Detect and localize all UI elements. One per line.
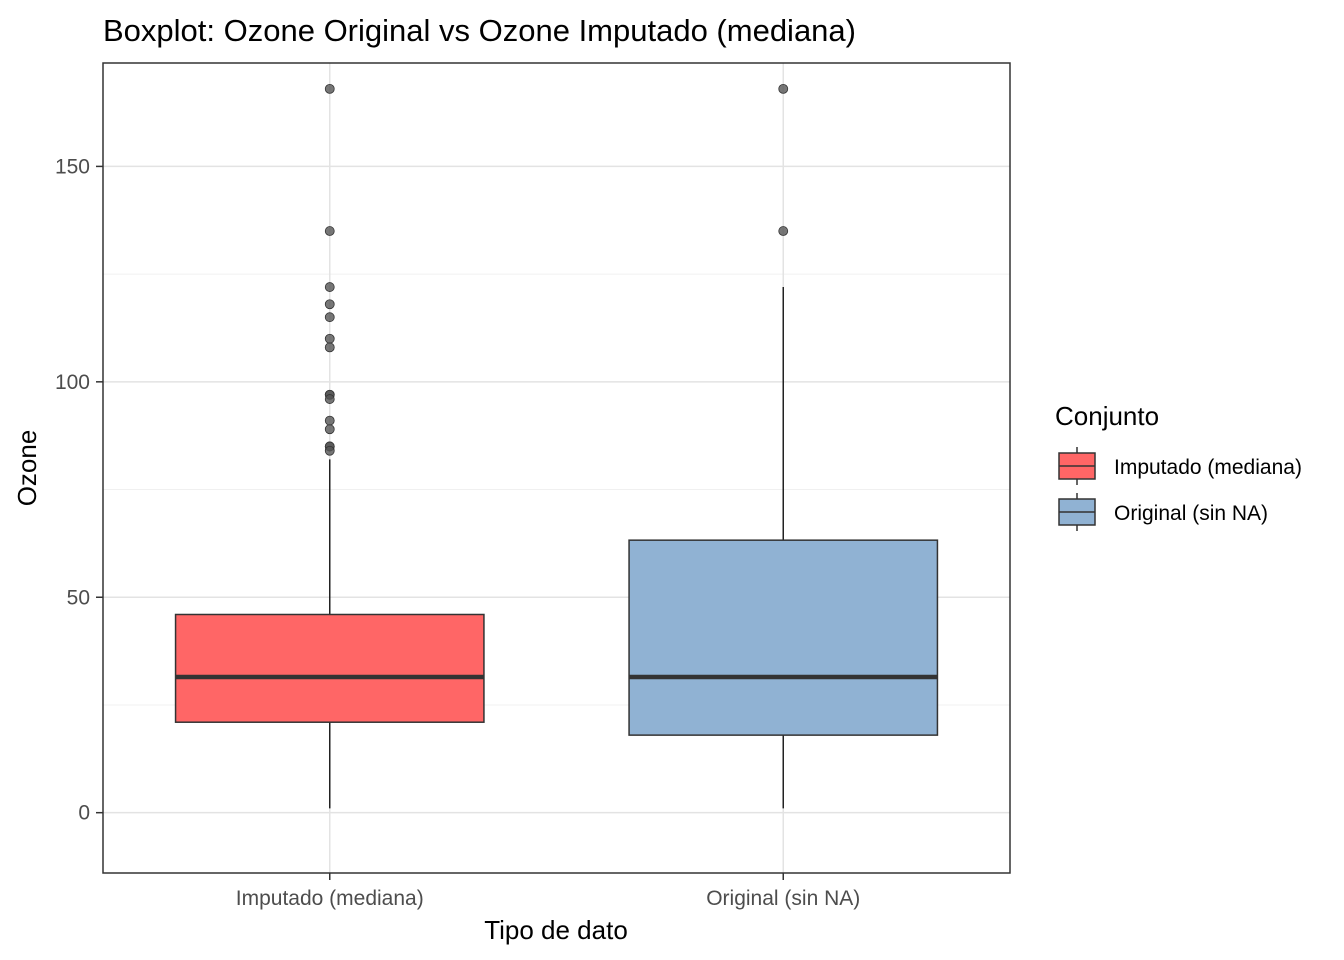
x-axis-title: Tipo de dato xyxy=(484,915,628,945)
chart-title: Boxplot: Ozone Original vs Ozone Imputad… xyxy=(103,13,856,48)
x-tick-label: Original (sin NA) xyxy=(706,887,860,910)
outlier-point xyxy=(324,424,335,435)
box-group xyxy=(628,83,939,809)
plot-panel-border xyxy=(102,62,1011,874)
legend: Conjunto Imputado (mediana) Original (sin… xyxy=(1055,401,1302,531)
outlier-point xyxy=(324,226,335,236)
legend-item: Original (sin NA) xyxy=(1058,493,1268,531)
outlier-point xyxy=(324,342,335,353)
y-tick-label: 0 xyxy=(78,802,90,825)
outlier-point xyxy=(324,445,335,456)
box-group xyxy=(174,83,485,809)
outlier-point xyxy=(324,312,335,323)
legend-label: Imputado (mediana) xyxy=(1114,456,1302,479)
y-tick-label: 150 xyxy=(55,155,90,178)
legend-label: Original (sin NA) xyxy=(1114,502,1268,525)
y-axis-title: Ozone xyxy=(12,430,42,507)
outlier-point xyxy=(778,226,789,236)
box-iqr xyxy=(174,613,485,723)
box-iqr xyxy=(628,539,939,736)
grid-lines xyxy=(103,63,1010,873)
outlier-point xyxy=(324,333,335,344)
outlier-point xyxy=(324,299,335,310)
outlier-point xyxy=(324,415,335,426)
y-tick-label: 100 xyxy=(55,371,90,394)
outlier-point xyxy=(324,83,335,94)
axis-layer: 0 50 100 150 Imputado (mediana) Original (sin… xyxy=(55,155,860,910)
x-tick-label: Imputado (mediana) xyxy=(236,887,424,910)
outlier-point xyxy=(778,83,789,94)
outlier-point xyxy=(324,282,335,292)
legend-item: Imputado (mediana) xyxy=(1058,447,1302,485)
outlier-point xyxy=(324,394,335,404)
box-layer xyxy=(174,83,939,809)
legend-title: Conjunto xyxy=(1055,401,1159,431)
y-tick-label: 50 xyxy=(67,586,90,609)
